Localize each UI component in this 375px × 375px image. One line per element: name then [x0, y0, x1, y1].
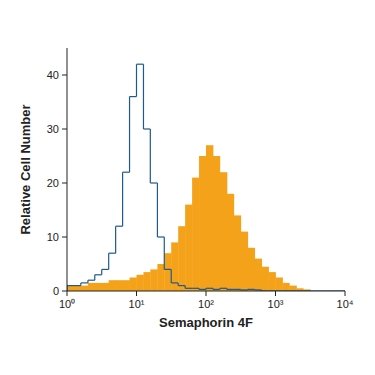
histogram-bar	[116, 280, 123, 291]
histogram-step	[67, 285, 74, 286]
x-tick	[67, 291, 68, 296]
histogram-bar	[95, 283, 102, 291]
histogram-step	[227, 289, 234, 290]
histogram-bar	[241, 232, 248, 291]
histogram-bar	[178, 226, 185, 291]
histogram-bar	[150, 269, 158, 291]
histogram-bar	[248, 248, 255, 291]
histogram-step	[143, 128, 150, 129]
histogram-step	[185, 288, 192, 289]
histogram-bar	[137, 275, 144, 291]
histogram-bar	[199, 156, 206, 291]
x-tick-label: 10¹	[129, 298, 145, 310]
histogram-bar	[206, 145, 213, 291]
histogram-bar	[143, 272, 150, 291]
histogram-step	[220, 288, 227, 289]
histogram-bar	[109, 280, 116, 291]
histogram-step	[178, 285, 185, 286]
y-tick-label: 10	[47, 231, 59, 243]
histogram-step	[109, 253, 116, 254]
y-tick-label: 40	[47, 69, 59, 81]
histogram-bar	[88, 283, 95, 291]
histogram-step	[248, 289, 255, 290]
histogram-bar	[164, 253, 171, 291]
x-tick-label: 10⁰	[59, 298, 75, 310]
x-tick-label: 10⁴	[337, 298, 354, 310]
histogram-step	[95, 274, 102, 275]
histogram-step	[116, 226, 123, 227]
histogram-bar	[213, 156, 220, 291]
histogram-bar	[102, 283, 109, 291]
x-tick	[345, 291, 346, 296]
histogram-step	[234, 289, 241, 290]
histogram-bar	[234, 215, 241, 291]
y-tick	[62, 237, 67, 238]
histogram-step	[150, 182, 157, 183]
histogram-bar	[220, 172, 228, 291]
histogram-step	[81, 282, 88, 283]
histogram-bar	[227, 194, 234, 291]
y-tick	[62, 183, 67, 184]
histogram-bar	[289, 286, 297, 291]
histogram-bar	[130, 278, 137, 292]
histogram-bar	[67, 286, 74, 291]
histogram-connector	[67, 64, 345, 291]
y-tick	[62, 291, 67, 292]
histogram-step	[206, 288, 213, 289]
histogram-step	[199, 289, 206, 290]
y-tick-label: 0	[53, 285, 59, 297]
x-tick-label: 10²	[198, 298, 214, 310]
y-tick-label: 30	[47, 123, 59, 135]
histogram-step	[241, 289, 248, 290]
histogram-bar	[157, 264, 164, 291]
x-tick	[206, 291, 207, 296]
histogram-bar	[171, 242, 178, 291]
histogram-bar	[192, 178, 199, 291]
histogram-step	[164, 269, 171, 270]
histogram-step	[130, 96, 137, 97]
y-tick	[62, 75, 67, 76]
y-axis-title: Relative Cell Number	[18, 104, 33, 234]
histogram-bar	[282, 283, 289, 291]
x-tick	[275, 291, 276, 296]
y-axis	[67, 48, 68, 291]
x-tick-label: 10³	[268, 298, 284, 310]
histogram-step	[123, 172, 130, 173]
histogram-bar	[269, 272, 276, 291]
histogram-bar	[74, 286, 81, 291]
x-axis-title: Semaphorin 4F	[159, 315, 253, 330]
histogram-step	[157, 236, 164, 237]
chart: 10⁰ 10¹ 10² 10³ 10⁴ 0 10 20 30 40 Semaphorin 4F Rel…	[0, 0, 375, 375]
histogram-step	[255, 289, 262, 290]
histogram-step	[88, 280, 95, 281]
y-tick-label: 20	[47, 177, 59, 189]
x-tick	[136, 291, 137, 296]
histogram-bar	[123, 280, 130, 291]
histogram-bar	[276, 278, 283, 292]
histogram-bar	[185, 205, 192, 291]
histogram-bar	[262, 267, 269, 291]
histogram-step	[74, 285, 81, 286]
histogram-bar	[81, 286, 89, 291]
y-tick	[62, 129, 67, 130]
histogram-step	[102, 269, 109, 270]
plot-area	[67, 64, 345, 291]
histogram-step	[137, 64, 144, 65]
histogram-bar	[255, 259, 262, 291]
histogram-step	[171, 282, 178, 283]
histogram-step	[213, 289, 220, 290]
histogram-step	[192, 288, 199, 289]
